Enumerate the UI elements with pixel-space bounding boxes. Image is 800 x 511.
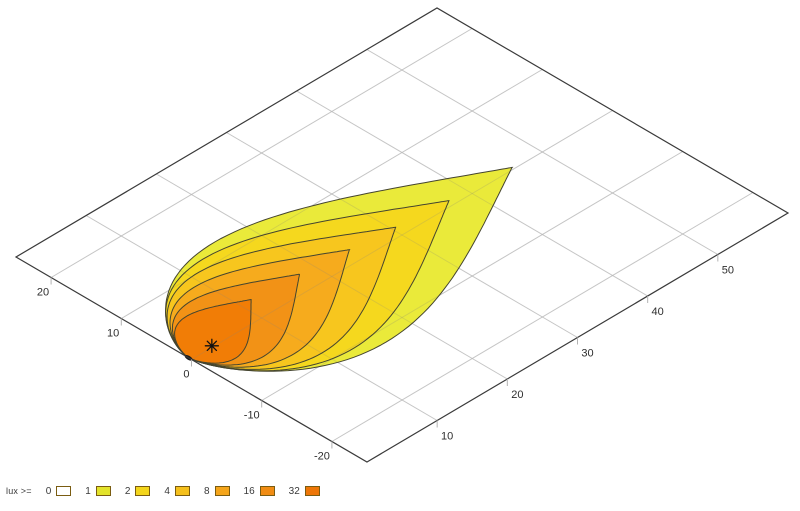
grid-line-x-30-overlay [226,132,578,338]
legend-color-swatch [95,486,111,496]
y-axis-label-10: 10 [107,328,119,340]
x-axis-label-40: 40 [652,306,664,318]
legend-value-label: 16 [243,485,255,497]
y-axis-label--20: -20 [314,451,330,463]
x-axis-label-20: 20 [511,389,523,401]
contour-line-layer [164,166,514,372]
legend-value-label: 8 [203,485,210,497]
legend-item-4-lux: 4 [150,486,190,497]
grid-line-x-50-overlay [366,49,719,255]
contour-line-16-lux [171,273,300,366]
legend-color-swatch [259,486,275,496]
contour-fill-layer [165,167,513,372]
grid-line-y--20-overlay [331,192,754,442]
y-axis-label--10: -10 [244,410,260,422]
legend-prefix: lux >= [6,486,32,496]
contour-line-4-lux [166,226,397,370]
grid-line-x-10-overlay [85,215,438,421]
y-axis-label-0: 0 [183,369,189,381]
contour-line-2-lux [165,200,450,372]
legend-item-8-lux: 8 [190,486,230,497]
legend-item-1-lux: 1 [71,486,111,497]
asterisk-marker-arm [206,340,218,352]
legend-value-label: 2 [124,485,131,497]
x-axis-label-30: 30 [581,348,593,360]
tick-layer [50,254,719,449]
legend: lux >= 0 1 2 4 8 16 32 [6,483,320,499]
legend-color-swatch [304,486,320,496]
legend-items: 0 1 2 4 8 16 32 [32,486,320,497]
grid-line-x-40-overlay [296,90,648,297]
contour-line-8-lux [169,249,351,368]
contour-line-1-lux [164,166,514,372]
legend-value-label: 4 [164,485,170,497]
legend-color-swatch [56,486,72,496]
y-axis-label-20: 20 [37,287,49,299]
grid-line-x-20-overlay [156,173,508,380]
legend-color-swatch [174,486,190,496]
legend-item-2-lux: 2 [111,486,151,497]
legend-item-0-lux: 0 [32,486,72,497]
legend-item-32-lux: 32 [275,486,320,497]
legend-value-label: 1 [85,485,91,497]
legend-value-label: 32 [288,485,300,497]
legend-value-label: 0 [45,485,52,497]
legend-item-16-lux: 16 [230,486,275,497]
grid-line-y-0-overlay [191,110,613,360]
axis-label-layer: 10 20 30 40 50 20 10 0 -10 -20 [37,265,734,463]
x-axis-label-50: 50 [722,265,734,277]
grid-line-y-20 [50,28,473,278]
grid-line-y--20 [331,192,754,442]
marker-layer [204,338,219,353]
contour-fill-32-lux [174,299,252,364]
grid-line-y-20-overlay [50,28,473,278]
legend-color-swatch [135,486,151,496]
contour-line-32-lux [174,299,252,364]
legend-color-swatch [214,486,230,496]
x-axis-label-10: 10 [441,431,453,443]
